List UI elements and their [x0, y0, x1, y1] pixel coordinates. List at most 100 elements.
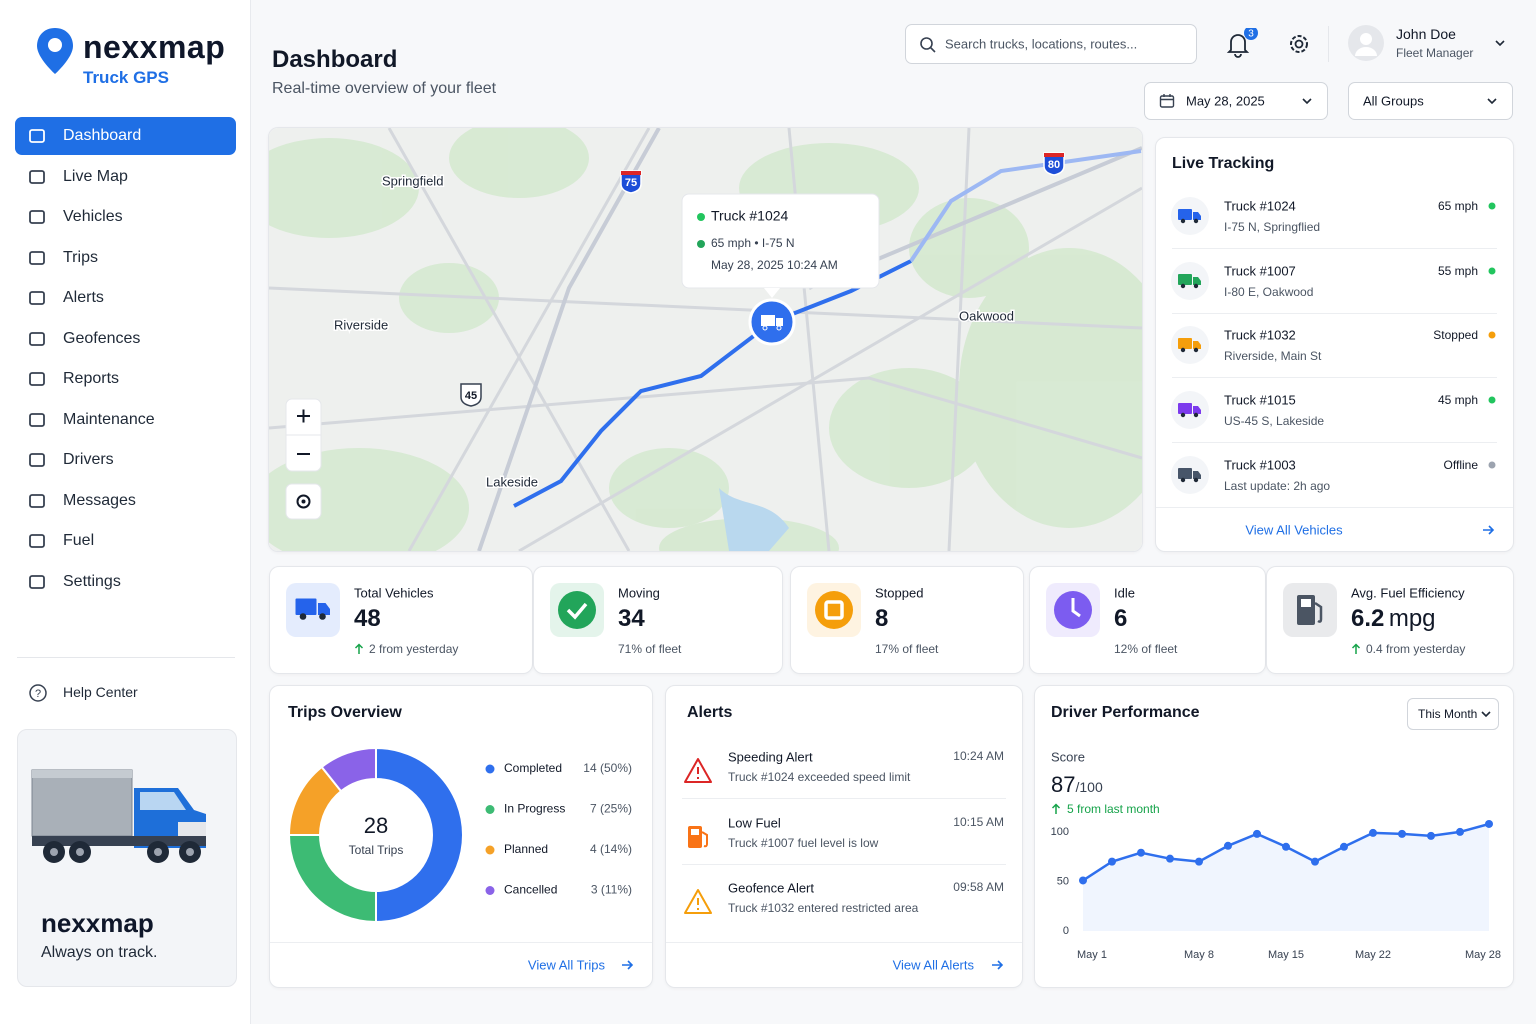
- score-change: 5 from last month: [1067, 802, 1160, 816]
- view-all-link[interactable]: View All Vehicles: [1245, 522, 1343, 538]
- notification-bell[interactable]: 3: [1224, 28, 1260, 60]
- stat-note: 17% of fleet: [875, 642, 939, 656]
- nav-label: Fuel: [63, 532, 95, 549]
- truck-body: [1178, 338, 1192, 350]
- divider: [1328, 26, 1329, 62]
- icon-shape: [29, 493, 45, 508]
- nav-item[interactable]: Live Map: [15, 158, 236, 196]
- point: [1369, 828, 1377, 837]
- stat-value: 48: [354, 605, 381, 632]
- line-chart: 0 50 100 May 1 May 8 May 15 May 22 May 28: [1051, 819, 1501, 961]
- period-dropdown[interactable]: This Month: [1407, 698, 1499, 730]
- place-label: Springfield: [382, 173, 443, 188]
- vehicle-row[interactable]: Truck #1024 I-75 N, Springflied 65 mph: [1156, 186, 1513, 249]
- date-dropdown[interactable]: May 28, 2025: [1144, 82, 1328, 120]
- wheel: [1193, 218, 1199, 224]
- nav-item[interactable]: Settings: [15, 563, 236, 601]
- shield-top: [621, 171, 641, 175]
- search-box[interactable]: Search trucks, locations, routes...: [905, 24, 1197, 64]
- divider: [1156, 507, 1513, 508]
- point: [1137, 848, 1145, 857]
- vehicle-icon: [1171, 391, 1209, 430]
- icon-shape: [929, 46, 936, 53]
- nav-item[interactable]: Geofences: [15, 320, 236, 358]
- map-card[interactable]: Springfield Riverside Oakwood Lakeside 75 80 4…: [268, 127, 1143, 552]
- nav-item[interactable]: Reports: [15, 360, 236, 398]
- icon-shape: [566, 602, 588, 620]
- divider: [682, 798, 1006, 799]
- alert-icon: [684, 758, 712, 783]
- icon-shape: [920, 37, 933, 50]
- stat-card: Total Vehicles 48 2 from yesterday: [269, 566, 533, 674]
- icon-shape: [29, 250, 45, 265]
- popup-title: Truck #1024: [711, 208, 789, 224]
- stat-card: Avg. Fuel Efficiency 6.2 mpg 0.4 from yest…: [1266, 566, 1514, 674]
- icon-shape: [1294, 39, 1304, 49]
- wheel: [1180, 218, 1186, 224]
- truck-cab: [1193, 470, 1201, 479]
- icon-shape: [691, 828, 699, 835]
- alert-title: Speeding Alert: [728, 749, 813, 765]
- arrow: [354, 643, 364, 654]
- icon-shape: [558, 591, 596, 629]
- vehicle-row[interactable]: Truck #1015 US-45 S, Lakeside 45 mph: [1156, 380, 1513, 444]
- nav-icon: [29, 372, 45, 386]
- point: [1195, 857, 1203, 866]
- avatar-body: [1355, 47, 1377, 56]
- nav-item[interactable]: Alerts: [15, 279, 236, 317]
- vehicle-row[interactable]: Truck #1003 Last update: 2h ago Offline: [1156, 445, 1513, 505]
- nav-label: Maintenance: [63, 410, 155, 428]
- icon-shape: [29, 412, 45, 427]
- nav-label: Reports: [63, 370, 120, 387]
- nav-item[interactable]: Fuel: [15, 522, 236, 560]
- nav-item[interactable]: Maintenance: [15, 401, 236, 439]
- vehicle-icon: [1171, 455, 1209, 494]
- nav-icon: [29, 169, 45, 184]
- icon-shape: [815, 591, 853, 629]
- page-title: Dashboard: [272, 46, 398, 73]
- view-all-link[interactable]: View All Alerts: [892, 957, 974, 973]
- point: [1485, 819, 1493, 828]
- date-value: May 28, 2025: [1186, 93, 1265, 109]
- stat-value: 6: [1114, 605, 1128, 632]
- icon-shape: [1071, 598, 1081, 618]
- group-dropdown[interactable]: All Groups: [1348, 82, 1513, 120]
- nav-item[interactable]: Drivers: [15, 441, 236, 479]
- nav-item[interactable]: Trips: [15, 239, 236, 277]
- nav-item[interactable]: Vehicles: [15, 198, 236, 236]
- icon-shape: [1160, 94, 1174, 101]
- stat-icon: [807, 583, 861, 637]
- truck-body: [1178, 467, 1192, 479]
- promo-truck: [31, 769, 206, 863]
- truck-marker[interactable]: [748, 298, 796, 346]
- icon-shape: [29, 210, 45, 224]
- legend-label: Planned: [504, 842, 548, 856]
- x-tick-label: May 22: [1355, 949, 1391, 961]
- nav-item-active[interactable]: Dashboard: [15, 117, 236, 155]
- avatar-head: [1360, 33, 1372, 45]
- icon-shape: [29, 534, 45, 548]
- truck-cab: [1193, 276, 1201, 285]
- nav-icon: [29, 493, 45, 508]
- vehicle-row[interactable]: Truck #1032 Riverside, Main St Stopped: [1156, 315, 1513, 379]
- settings-icon[interactable]: [1288, 33, 1310, 55]
- view-all-link[interactable]: View All Trips: [527, 957, 605, 973]
- vehicle-icon: [1171, 197, 1209, 235]
- truck-cab: [318, 603, 330, 615]
- vehicle-name: Truck #1007: [1224, 263, 1296, 279]
- help-link[interactable]: Help Center: [63, 684, 138, 700]
- search-icon: [920, 37, 936, 53]
- place-label: Lakeside: [486, 474, 538, 489]
- vehicle-row[interactable]: Truck #1007 I-80 E, Oakwood 55 mph: [1156, 251, 1513, 314]
- zoom-control[interactable]: [285, 398, 322, 472]
- locate-button[interactable]: [285, 483, 322, 520]
- legend-label: In Progress: [504, 802, 565, 816]
- live-tracking-card: Live Tracking Truck #1024 I-75 N, Springfl…: [1155, 137, 1514, 552]
- score-suffix: /100: [1075, 779, 1103, 795]
- divider: [1172, 377, 1497, 379]
- map: Springfield Riverside Oakwood Lakeside 75 80 4…: [269, 128, 1142, 551]
- score-label: Score: [1051, 749, 1085, 765]
- point: [1108, 857, 1116, 866]
- nav-item[interactable]: Messages: [15, 482, 236, 520]
- vehicle-location: I-80 E, Oakwood: [1224, 284, 1314, 299]
